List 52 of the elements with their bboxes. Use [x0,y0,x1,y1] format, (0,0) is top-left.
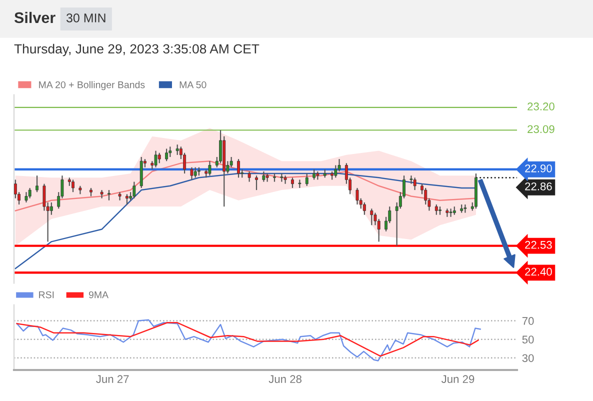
candlestick [28,187,32,199]
y-tick-label: 70 [522,317,534,325]
ref-line-label: 22.86 [525,182,552,190]
candlestick [24,192,28,203]
candlestick [132,181,136,199]
chart-title: Silver [14,12,56,24]
candlestick [154,150,158,168]
ref-line-label: 22.90 [525,164,552,172]
legend-label: RSI [39,291,54,298]
x-tick-label: Jun 28 [268,375,302,384]
candlestick [72,179,74,193]
candlestick [449,208,452,218]
candlestick [194,166,197,178]
legend-label: MA 20 + Bollinger Bands [39,81,145,90]
ref-line-label: 23.20 [528,102,554,110]
candlestick [176,144,179,156]
x-tick-label: Jun 29 [441,375,474,384]
candlestick [434,204,438,216]
candlestick [291,177,294,189]
candlestick [50,202,53,216]
candlestick [362,202,366,216]
legend-label: MA 50 [180,81,206,88]
candlestick [126,194,128,206]
candlestick [413,177,416,191]
candlestick [190,166,194,180]
candlestick [284,175,287,184]
y-tick-label: 50 [522,336,534,344]
candlestick [248,170,251,182]
candlestick [237,158,240,178]
ref-line-label: 23.09 [528,125,554,134]
candlestick [118,192,122,201]
legend-label: 9MA [88,291,109,298]
y-tick-label: 30 [522,354,534,362]
candlestick [446,208,449,218]
candlestick [100,189,104,199]
candlestick [370,208,374,226]
candlestick [208,160,212,176]
candlestick [262,170,266,182]
candlestick [356,187,359,206]
candlestick [108,189,110,201]
chart-subtitle: Thursday, June 29, 2023 3:35:08 AM CET [14,44,260,56]
candlestick [255,175,258,191]
candlestick [168,146,172,158]
text: 30 MIN [66,14,106,22]
x-tick-label: Jun 27 [96,375,129,384]
candlestick [312,168,316,180]
candlestick [165,148,168,162]
candlestick [158,152,161,164]
candlestick [305,172,308,186]
ref-line-label: 22.53 [525,240,552,249]
candlestick [36,175,38,193]
ref-line-label: 22.40 [525,268,552,276]
